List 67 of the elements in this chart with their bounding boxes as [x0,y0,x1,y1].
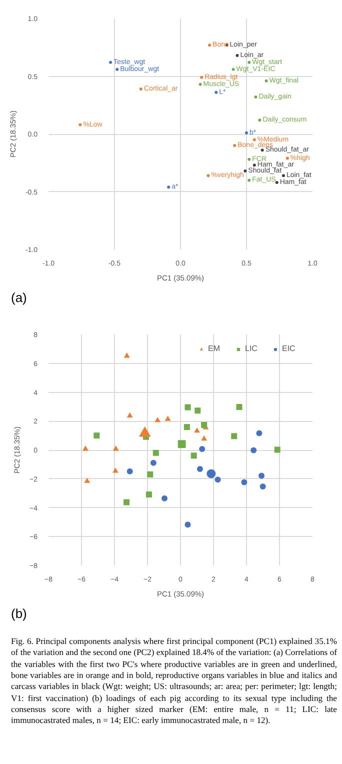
point [264,79,268,82]
point [124,499,130,506]
point [198,82,202,86]
point [236,404,242,410]
point [78,123,82,126]
point [233,144,236,148]
point [258,118,262,122]
point [84,478,90,483]
point [124,352,130,358]
point [109,60,112,64]
point [139,87,142,90]
point [112,446,119,451]
point [236,54,239,57]
point [248,60,251,64]
point [194,408,201,414]
point [146,491,152,498]
point [196,466,203,472]
point [244,169,247,172]
point [194,427,200,433]
point [258,472,265,479]
text: (b) [11,605,27,623]
point [126,412,133,418]
point [248,178,251,182]
point [260,484,266,490]
point [201,435,208,441]
point [248,158,251,161]
point [275,181,278,184]
legend-label: LIC [245,344,258,353]
point [256,430,262,436]
point [254,96,258,99]
point [232,68,235,71]
point [231,433,238,440]
point [252,164,256,167]
point [282,174,285,178]
point [184,404,191,410]
point [147,471,154,478]
point [116,68,119,71]
point [126,468,133,474]
point [190,452,197,459]
point [252,138,256,142]
point [94,432,100,439]
legend-label: EM [208,344,221,353]
point [214,90,218,94]
point [260,148,264,152]
point [245,131,248,134]
point [112,468,118,473]
point [161,495,168,502]
point [154,416,161,422]
point [152,450,159,456]
point [150,460,156,466]
point [184,522,191,528]
point [184,424,190,430]
point [200,76,204,79]
point [199,446,206,452]
point [286,156,289,160]
legend-label: EIC [282,344,296,353]
point [208,44,212,47]
point [164,416,171,421]
point [82,446,88,451]
point [206,174,210,178]
point [250,447,257,454]
text: (a) [11,289,27,307]
caption: Fig. 6. Principal components analysis where first principal component (PC1) explained 35.1% of the variation and the second one (PC2) explained 18.4% of the variation: (a) Correlations of the variables with the first two PC's where productive variables are in green and underlined, bone variables are in orange and in bold, reproductive organs variables in blue and italics and carcass variables in black (Wgt: weight; US: ultrasounds; ar: area; per: perimeter; lgt: length; V1: first vaccination) (b) loadings of each pig according to its sexual type including the consensus score with a higher sized marker (EM: entire male, n = 11; LIC: late immunocastrated males, n = 14; EIC: early immunocastrated male, n = 12). [11,636,337,727]
point [241,479,248,486]
point [214,476,221,483]
point [274,446,280,453]
point [167,186,170,189]
